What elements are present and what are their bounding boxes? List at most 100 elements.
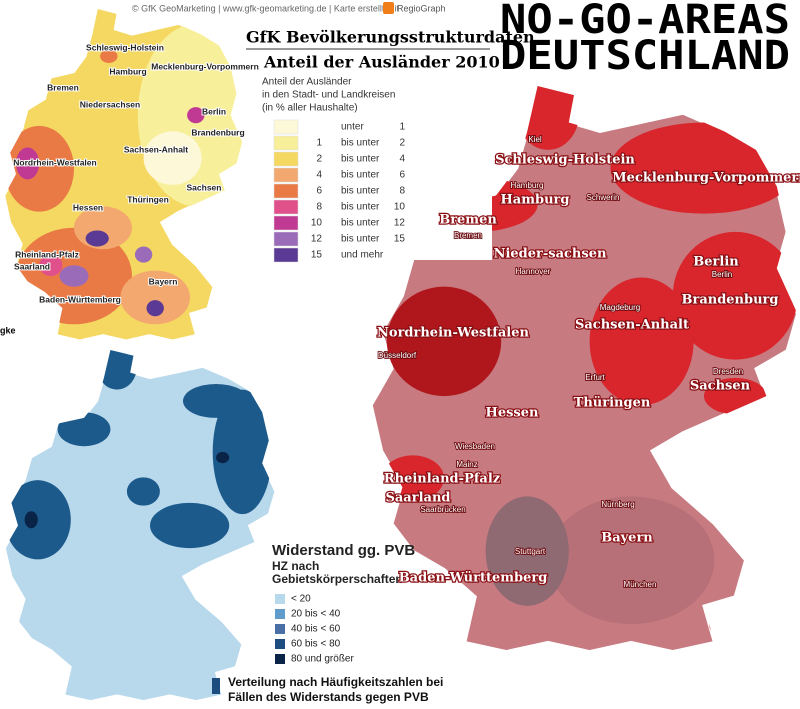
region [85,230,109,247]
legend-swatch [275,594,285,604]
state-label: Sachsen-Anhalt [575,318,689,333]
legend-label: 80 und größer [291,654,354,665]
headline: NO-GO-AREAS [500,0,790,43]
legend-swatch [273,167,299,183]
region [120,270,190,325]
legend-op: bis unter [341,154,380,165]
region [150,502,230,549]
region [143,131,202,185]
region-label: Hamburg [109,66,146,76]
legend-from: 8 [316,202,322,213]
gfk-map [2,6,244,342]
legend-swatch [273,151,299,167]
legend-subtitle: HZ nach [272,559,319,573]
legend-label: 20 bis < 40 [291,609,341,620]
legend-label: 40 bis < 60 [291,624,341,635]
region [187,107,205,124]
region [134,246,153,263]
city-label: Magdeburg [600,303,640,312]
legend-op: unter [341,122,364,133]
legend-swatch [273,199,299,215]
state-label: Rheinland-Pfalz [384,472,500,487]
legend-from: 12 [311,234,323,245]
legend-to: 6 [399,170,405,181]
region [610,122,798,214]
legend-op: bis unter [341,218,380,229]
state-label: Bremen [439,213,497,228]
region-label: Sachsen [187,182,222,192]
credit-logo: RegioGraph [397,3,446,13]
state-label: Bayern [601,531,653,546]
map-regions [4,350,273,560]
region [386,286,502,397]
legend-to: 15 [394,234,406,245]
region [485,496,569,606]
region [59,265,89,287]
legend-to: 10 [394,202,406,213]
region [672,231,798,360]
city-label: München [624,580,657,589]
legend-op: bis unter [341,202,380,213]
city-label: Berlin [712,270,732,279]
legend-title: Anteil der Ausländer [262,77,352,88]
pvb-map [3,348,278,703]
state-label: Hessen [486,406,539,421]
state-label: Nordrhein-Westfalen [377,326,529,341]
legend-title: (in % aller Haushalte) [262,103,358,114]
region-label: Sachsen-Anhalt [124,144,188,154]
city-label: Kiel [528,135,542,144]
legend-swatch [273,183,299,199]
red-map [371,77,797,652]
region-label: Bayern [149,276,178,286]
caption: Fällen des Widerstands gegen PVB [228,690,429,704]
city-label: Saarbrücken [420,505,465,514]
city-label: Mainz [456,460,477,469]
legend-subtitle: Gebietskörperschaften [272,572,403,586]
legend-from: 4 [316,170,322,181]
logo-icon [383,2,394,14]
map-title: GfK Bevölkerungsstrukturdaten [246,28,535,47]
caption: Verteilung nach Häufigkeitszahlen bei [228,675,443,689]
state-label: Berlin [693,255,739,270]
city-label: Hannover [516,267,551,276]
legend-from: 1 [316,138,322,149]
region [183,383,249,418]
region-label: Baden-Württemberg [39,294,121,304]
city-label: Nürnberg [601,500,634,509]
region [212,389,273,515]
state-label: Thüringen [574,396,651,411]
city-label: Hamburg [511,181,544,190]
legend-label: 60 bis < 80 [291,639,341,650]
legend-title: in den Stadt- und Landkreisen [262,90,395,101]
region [146,300,164,317]
legend-swatch [273,119,299,135]
legend-op: und mehr [341,250,384,261]
state-label: Nieder-sachsen [494,247,607,262]
state-label: Mecklenburg-Vorpommern [612,171,800,186]
city-label: Erfurt [585,373,605,382]
region-label: Rheinland-Pfalz [15,249,79,259]
legend-label: < 20 [291,594,311,605]
legend-swatch [275,654,285,664]
city-label: Düsseldorf [378,351,417,360]
state-label: Saarland [386,491,451,506]
caption-marker [212,678,220,694]
map-subtitle: Anteil der Ausländer 2010 [263,53,500,72]
region-label: Brandenburg [191,127,244,137]
state-label: Brandenburg [681,293,778,308]
city-label: Stuttgart [515,547,546,556]
region [216,451,230,464]
region [126,477,160,506]
state-label: Schleswig-Holstein [495,153,635,168]
region-label: Hessen [73,202,103,212]
region [39,254,63,276]
region-label: Niedersachsen [80,99,140,109]
legend-swatch [273,215,299,231]
legend-from: 6 [316,186,322,197]
city-label: Dresden [713,367,743,376]
legend-to: 8 [399,186,405,197]
region-label: Saarland [14,261,50,271]
legend-swatch [273,247,299,263]
region-label: Berlin [202,106,226,116]
